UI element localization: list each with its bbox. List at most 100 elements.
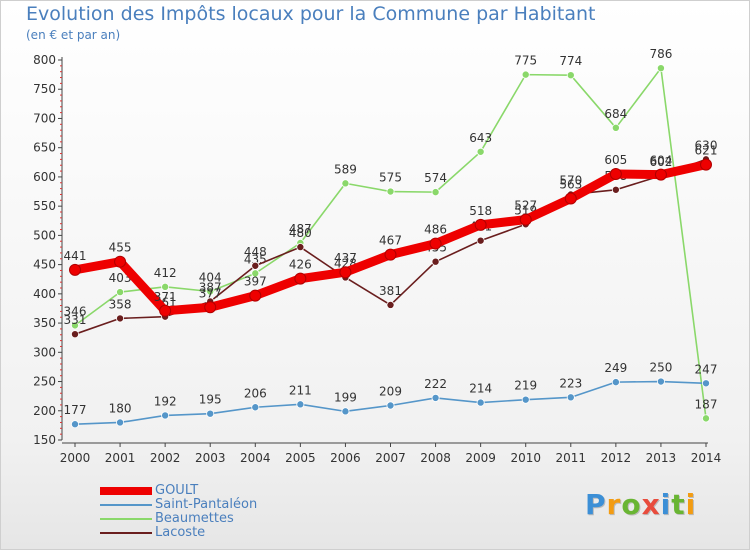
data-label: 371 <box>154 290 177 304</box>
data-point <box>114 255 127 268</box>
y-tick-label: 450 <box>33 258 56 272</box>
data-label: 223 <box>559 376 582 390</box>
x-tick-label: 2006 <box>330 451 361 465</box>
data-label: 403 <box>109 271 132 285</box>
data-label: 346 <box>64 304 87 318</box>
data-label: 455 <box>109 241 132 255</box>
data-label: 192 <box>154 394 177 408</box>
data-point <box>296 243 305 252</box>
data-point <box>116 288 125 297</box>
logo-letter: o <box>621 488 642 521</box>
data-label: 786 <box>649 47 672 61</box>
data-point <box>71 420 80 429</box>
series-goult: 441 455 371 377 397 426 437 467 486 518 527 563 605 6… <box>64 144 718 317</box>
data-point <box>251 269 260 278</box>
x-tick-label: 2010 <box>510 451 541 465</box>
data-point <box>116 314 125 323</box>
data-label: 249 <box>604 361 627 375</box>
data-point <box>294 272 307 285</box>
data-point <box>251 261 260 270</box>
data-point <box>431 393 440 402</box>
logo-letter: r <box>606 488 622 521</box>
logo-letter: x <box>641 488 661 521</box>
data-label: 574 <box>424 171 447 185</box>
x-tick-label: 2009 <box>465 451 496 465</box>
data-point <box>71 330 80 339</box>
data-label: 527 <box>514 199 537 213</box>
legend-swatch <box>100 518 152 520</box>
data-label: 187 <box>695 397 718 411</box>
legend-item-beaumettes: Beaumettes <box>100 512 257 526</box>
data-label: 643 <box>469 131 492 145</box>
logo-letter: P <box>585 488 607 521</box>
data-label: 377 <box>199 286 222 300</box>
data-point <box>161 282 170 291</box>
x-tick-label: 2002 <box>150 451 181 465</box>
y-tick-label: 150 <box>33 433 56 447</box>
data-point <box>206 287 215 296</box>
data-point <box>476 398 485 407</box>
y-tick-label: 500 <box>33 228 56 242</box>
y-tick-label: 700 <box>33 111 56 125</box>
data-point <box>341 179 350 188</box>
chart-subtitle: (en € et par an) <box>26 28 121 42</box>
data-point <box>521 70 530 79</box>
y-tick-label: 750 <box>33 82 56 96</box>
x-tick-label: 2014 <box>691 451 722 465</box>
data-point <box>521 395 530 404</box>
data-label: 589 <box>334 162 357 176</box>
data-point <box>204 301 217 314</box>
data-point <box>476 147 485 156</box>
data-point <box>116 418 125 427</box>
data-label: 480 <box>289 226 312 240</box>
data-point <box>341 407 350 416</box>
data-label: 602 <box>649 155 672 169</box>
data-point <box>702 414 711 423</box>
x-tick-label: 2004 <box>240 451 271 465</box>
data-label: 358 <box>109 297 132 311</box>
x-tick-label: 2012 <box>601 451 632 465</box>
data-label: 570 <box>559 173 582 187</box>
legend-label: GOULT <box>155 483 199 498</box>
data-point <box>566 393 575 402</box>
data-label: 412 <box>154 266 177 280</box>
y-tick-label: 300 <box>33 345 56 359</box>
data-point <box>431 188 440 197</box>
data-point <box>386 187 395 196</box>
data-label: 486 <box>424 223 447 237</box>
data-point <box>611 378 620 387</box>
data-label: 621 <box>695 144 718 158</box>
data-label: 206 <box>244 386 267 400</box>
data-point <box>611 123 620 132</box>
y-tick-label: 550 <box>33 199 56 213</box>
data-label: 467 <box>379 234 402 248</box>
y-tick-label: 800 <box>33 53 56 67</box>
legend: GOULT Saint-Pantaléon Beaumettes Lacoste <box>100 484 257 540</box>
data-label: 209 <box>379 385 402 399</box>
data-label: 441 <box>64 249 87 263</box>
data-point <box>339 266 352 279</box>
data-label: 437 <box>334 251 357 265</box>
data-label: 247 <box>695 362 718 376</box>
data-label: 180 <box>109 401 132 415</box>
data-label: 195 <box>199 393 222 407</box>
data-label: 604 <box>649 154 672 168</box>
data-point <box>611 185 620 194</box>
data-point <box>566 71 575 80</box>
data-label: 563 <box>559 178 582 192</box>
data-point <box>251 403 260 412</box>
data-point <box>474 218 487 231</box>
chart-title: Evolution des Impôts locaux pour la Comm… <box>26 3 596 25</box>
y-tick-label: 200 <box>33 404 56 418</box>
data-point <box>564 192 577 205</box>
data-point <box>69 263 81 276</box>
data-label: 222 <box>424 377 447 391</box>
legend-swatch <box>100 487 152 495</box>
data-label: 199 <box>334 390 357 404</box>
x-tick-label: 2011 <box>556 451 587 465</box>
data-point <box>656 64 665 73</box>
x-tick-label: 2000 <box>60 451 91 465</box>
series-saint-pantal-on: 177 180 192 195 206 211 199 209 222 214 219 223 249 2… <box>64 361 718 429</box>
